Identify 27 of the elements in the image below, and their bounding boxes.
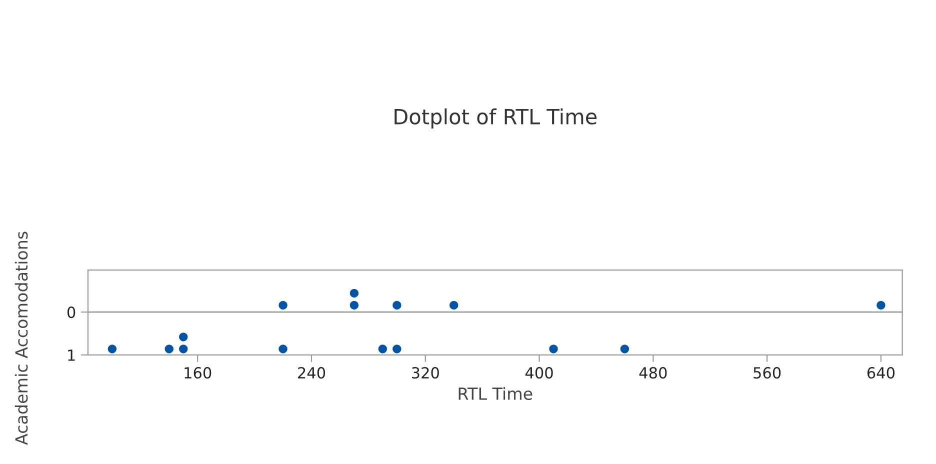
point bbox=[620, 344, 630, 354]
x-tick-label: 240 bbox=[298, 367, 326, 379]
point bbox=[392, 300, 402, 310]
x-tick-label: 640 bbox=[867, 367, 895, 379]
point bbox=[449, 300, 458, 310]
y-tick-label: 0 bbox=[67, 306, 76, 318]
point bbox=[164, 344, 174, 354]
x-axis-title: RTL Time bbox=[458, 387, 532, 400]
point bbox=[278, 344, 288, 354]
x-tick-label: 480 bbox=[639, 367, 667, 379]
point bbox=[179, 332, 188, 342]
chart-title: Dotplot of RTL Time bbox=[394, 108, 597, 129]
point bbox=[876, 300, 886, 310]
y-axis-title: Academic Accomodations bbox=[14, 232, 28, 445]
x-tick-label: 400 bbox=[525, 367, 553, 379]
x-tick-label: 160 bbox=[184, 367, 212, 379]
point bbox=[278, 300, 288, 310]
point bbox=[350, 300, 359, 310]
point bbox=[350, 288, 359, 298]
x-tick-label: 320 bbox=[412, 367, 439, 379]
point bbox=[378, 344, 388, 354]
point bbox=[108, 344, 117, 354]
point bbox=[392, 344, 402, 354]
x-tick-label: 560 bbox=[754, 367, 781, 379]
y-tick-label: 1 bbox=[68, 350, 75, 361]
point bbox=[179, 344, 188, 354]
point bbox=[549, 344, 558, 354]
